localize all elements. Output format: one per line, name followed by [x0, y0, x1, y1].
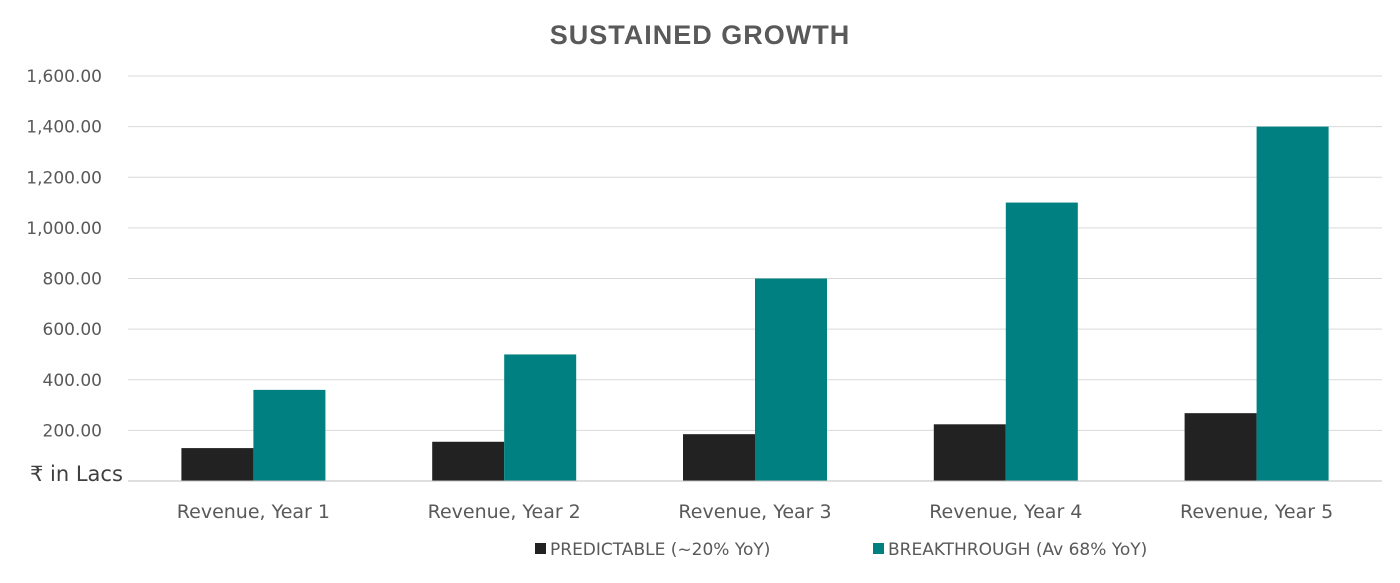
y-tick-label: 1,600.00 [26, 67, 102, 87]
x-category-label: Revenue, Year 3 [678, 501, 831, 523]
legend-swatch [535, 543, 546, 554]
y-tick-label: 400.00 [43, 371, 102, 391]
legend-swatch [873, 543, 884, 554]
x-category-label: Revenue, Year 1 [177, 501, 330, 523]
bar-breakthrough [1256, 126, 1329, 481]
chart-title: SUSTAINED GROWTH [550, 20, 851, 50]
y-tick-label: 200.00 [43, 421, 102, 441]
y-axis-unit-label: ₹ in Lacs [30, 462, 123, 486]
bar-breakthrough [755, 278, 827, 481]
legend: PREDICTABLE (~20% YoY) BREAKTHROUGH (Av 6… [535, 540, 1147, 560]
bar-predictable [933, 424, 1006, 481]
bar-predictable [432, 441, 505, 481]
bar-predictable [683, 434, 755, 481]
bar-predictable [181, 448, 254, 481]
bar-breakthrough [1005, 202, 1078, 481]
y-tick-label: 1,000.00 [26, 219, 102, 239]
y-tick-label: 1,400.00 [26, 118, 102, 138]
bars [181, 126, 1329, 481]
y-tick-label: 1,200.00 [26, 168, 102, 188]
bar-breakthrough [504, 354, 577, 481]
y-tick-label: 600.00 [43, 320, 102, 340]
y-tick-label: 800.00 [43, 270, 102, 290]
y-axis-ticks: 200.00 400.00 600.00 800.00 1,000.00 1,200.00… [26, 67, 102, 441]
x-category-label: Revenue, Year 5 [1180, 501, 1333, 523]
x-category-label: Revenue, Year 2 [428, 501, 581, 523]
legend-label: BREAKTHROUGH (Av 68% YoY) [888, 540, 1147, 560]
bar-breakthrough [253, 389, 326, 481]
x-axis-categories: Revenue, Year 1 Revenue, Year 2 Revenue, Y… [177, 501, 1333, 523]
bar-predictable [1184, 413, 1257, 481]
legend-label: PREDICTABLE (~20% YoY) [550, 540, 770, 560]
x-category-label: Revenue, Year 4 [929, 501, 1082, 523]
